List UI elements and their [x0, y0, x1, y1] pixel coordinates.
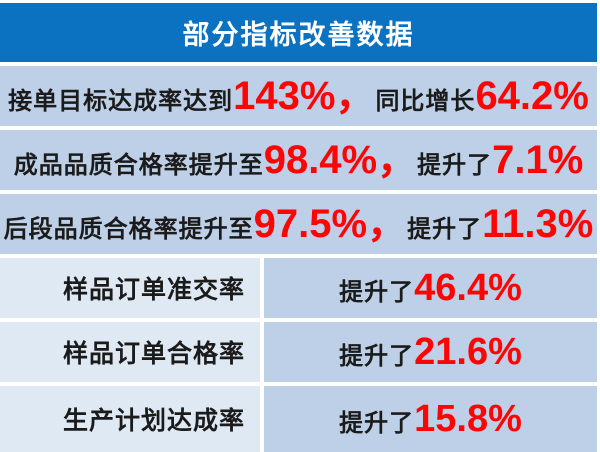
metric-label: 样品订单合格率: [62, 340, 245, 368]
metric-text: 提升了: [339, 279, 415, 306]
metric-text: 提升了: [339, 343, 415, 370]
metric-line: 成品品质合格率提升至98.4%，提升了7.1%: [14, 140, 584, 180]
metric-value: 21.6%: [414, 331, 522, 373]
metric-value: 143%，: [233, 74, 376, 118]
metric-line: 接单目标达成率达到143%，同比增长64.2%: [8, 76, 589, 116]
metric-value-cell: 提升了21.6%: [264, 322, 597, 382]
metric-label: 生产计划达成率: [62, 407, 245, 435]
metric-text: 后段品质合格率提升至: [3, 216, 254, 243]
page-title: 部分指标改善数据: [182, 20, 415, 50]
metric-line: 提升了21.6%: [339, 333, 522, 371]
metric-value: 11.3%: [482, 202, 594, 246]
metric-value: 98.4%，: [263, 138, 418, 182]
metric-row-backend-quality: 后段品质合格率提升至97.5%，提升了11.3%: [0, 194, 597, 254]
metric-row-sample-quality: 样品订单合格率 提升了21.6%: [0, 322, 597, 382]
metric-value: 15.8%: [414, 398, 522, 440]
metric-value: 46.4%: [414, 267, 522, 309]
metric-label-cell: 样品订单准交率: [0, 258, 260, 318]
metric-row-production-plan: 生产计划达成率 提升了15.8%: [0, 386, 597, 452]
metric-label-cell: 生产计划达成率: [0, 386, 260, 452]
metric-value-cell: 提升了15.8%: [264, 386, 597, 452]
metric-text: 成品品质合格率提升至: [13, 152, 264, 179]
metric-value: 97.5%，: [253, 202, 408, 246]
metric-value: 7.1%: [492, 138, 584, 182]
metric-row-sample-ontime: 样品订单准交率 提升了46.4%: [0, 258, 597, 318]
metric-value: 64.2%: [475, 74, 589, 118]
header-banner: 部分指标改善数据: [0, 3, 597, 62]
metric-label-cell: 样品订单合格率: [0, 322, 260, 382]
metric-row-finished-quality: 成品品质合格率提升至98.4%，提升了7.1%: [0, 130, 597, 190]
metric-line: 提升了15.8%: [339, 400, 522, 438]
metric-value-cell: 提升了46.4%: [264, 258, 597, 318]
metric-text: 提升了: [407, 216, 483, 243]
metric-label: 样品订单准交率: [62, 276, 245, 304]
metric-text: 同比增长: [375, 88, 476, 115]
metric-text: 提升了: [339, 410, 415, 437]
metric-text: 接单目标达成率达到: [8, 88, 234, 115]
metric-line: 后段品质合格率提升至97.5%，提升了11.3%: [4, 204, 594, 244]
metric-row-order-target: 接单目标达成率达到143%，同比增长64.2%: [0, 66, 597, 126]
metric-line: 提升了46.4%: [339, 269, 522, 307]
metric-text: 提升了: [417, 152, 493, 179]
